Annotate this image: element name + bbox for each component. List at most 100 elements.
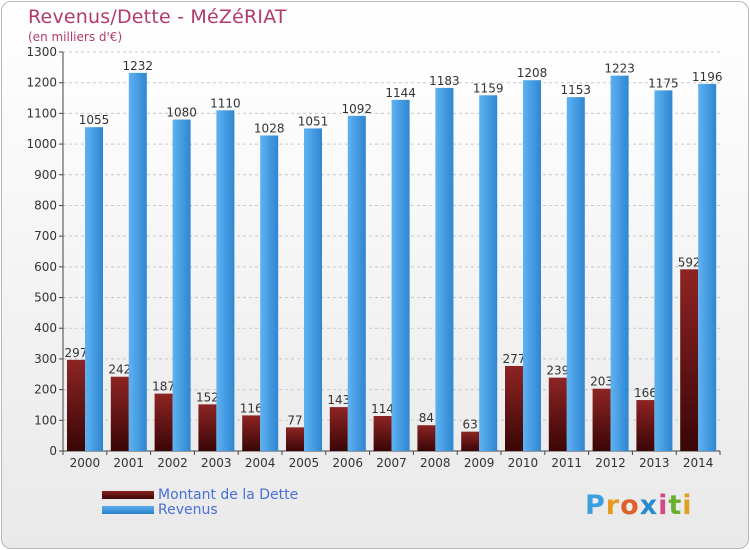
x-tick-label: 2008 [420,456,451,470]
bar-revenue [391,99,410,451]
x-tick-label: 2006 [332,456,363,470]
data-label-debt: 77 [287,413,302,427]
data-label-debt: 242 [108,363,131,377]
data-label-revenue: 1080 [166,106,197,120]
data-label-revenue: 1055 [79,113,110,127]
x-tick-label: 2012 [595,456,626,470]
bar-revenue [610,75,629,451]
bar-revenue [128,72,147,452]
legend-label-revenue: Revenus [158,502,218,518]
chart-title: Revenus/Dette - MéZéRIAT [28,6,287,28]
logo-letter: i [682,490,693,521]
legend-swatch-revenue [102,506,154,514]
legend-swatch-debt [102,491,154,499]
bar-debt [329,407,348,451]
bar-debt [680,269,699,451]
data-label-debt: 203 [590,375,613,389]
x-tick-label: 2005 [289,456,320,470]
x-tick-label: 2007 [376,456,407,470]
y-tick-label: 1300 [26,45,57,59]
bar-revenue [260,135,279,451]
data-label-revenue: 1175 [648,76,679,90]
bar-revenue [654,90,673,451]
bar-revenue [172,119,191,452]
logo-letter: x [639,490,659,521]
bar-debt [67,359,85,451]
x-tick-label: 2010 [508,456,539,470]
data-label-revenue: 1153 [561,83,592,97]
bar-revenue [435,87,454,451]
data-label-debt: 114 [371,402,394,416]
y-tick-label: 500 [34,291,57,305]
bar-debt [636,400,655,451]
data-label-revenue: 1110 [210,96,241,110]
x-tick-label: 2009 [464,456,495,470]
bar-revenue [216,110,235,452]
data-label-debt: 277 [503,352,526,366]
data-label-debt: 166 [634,386,657,400]
x-tick-label: 2003 [201,456,232,470]
bar-debt [110,376,129,451]
proxiti-logo: Proxiti [585,490,693,521]
bar-debt [286,427,304,451]
logo-letter: r [605,490,621,521]
bar-revenue [347,115,366,451]
data-label-debt: 297 [65,346,88,360]
bar-debt [505,365,523,451]
data-label-revenue: 1028 [254,121,285,135]
legend-label-debt: Montant de la Dette [158,487,299,503]
y-tick-label: 200 [34,383,57,397]
x-tick-label: 2002 [157,456,188,470]
data-label-debt: 84 [419,411,434,425]
bar-debt [154,393,173,451]
bar-debt [373,416,392,451]
bar-debt [242,415,261,451]
bar-revenue [304,128,322,452]
logo-letter: o [620,490,640,521]
data-label-debt: 63 [463,418,478,432]
logo-letter: t [668,490,683,521]
bar-debt [461,431,480,451]
x-tick-label: 2004 [245,456,276,470]
x-tick-label: 2013 [639,456,670,470]
y-tick-label: 800 [34,198,57,212]
bar-revenue [698,83,717,452]
y-tick-label: 900 [34,168,57,182]
logo-letter: i [658,490,669,521]
data-label-debt: 116 [240,401,263,415]
data-label-debt: 592 [678,255,701,269]
data-label-revenue: 1092 [342,102,373,116]
x-tick-label: 2000 [70,456,101,470]
x-tick-label: 2011 [551,456,582,470]
bar-debt [592,388,611,451]
bar-debt [548,377,567,451]
x-tick-label: 2014 [683,456,714,470]
chart-subtitle: (en milliers d'€) [28,30,123,44]
data-label-debt: 152 [196,390,219,404]
data-label-revenue: 1232 [123,59,154,73]
bar-revenue [523,80,541,451]
y-tick-label: 1100 [26,106,57,120]
logo-letter: P [585,490,606,521]
y-tick-label: 0 [49,444,57,458]
y-tick-label: 1000 [26,137,57,151]
y-tick-label: 100 [34,413,57,427]
plot-area [63,52,720,451]
data-label-debt: 187 [152,380,175,394]
y-tick-label: 400 [34,321,57,335]
data-label-revenue: 1051 [298,114,329,128]
data-label-revenue: 1223 [604,62,635,76]
data-label-revenue: 1183 [429,74,460,88]
y-tick-label: 600 [34,260,57,274]
data-label-revenue: 1196 [692,70,723,84]
y-tick-label: 1200 [26,76,57,90]
bar-revenue [566,97,585,452]
y-tick-label: 300 [34,352,57,366]
bar-revenue [479,95,498,451]
data-label-revenue: 1208 [517,66,548,80]
bar-debt [198,404,217,451]
bar-revenue [85,127,103,451]
bar-debt [417,425,436,451]
